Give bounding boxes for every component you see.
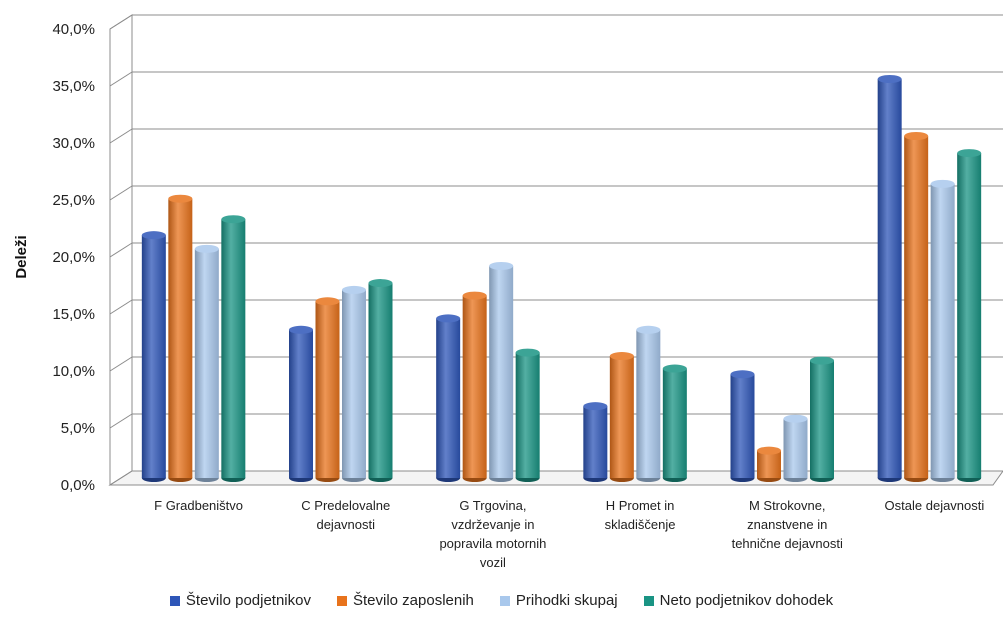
bar	[930, 179, 955, 482]
bar	[757, 446, 781, 482]
gridline-diag	[109, 299, 133, 315]
y-tick-label: 25,0%	[52, 192, 95, 209]
legend-item: Neto podjetnikov dohodek	[643, 592, 834, 609]
y-tick-label: 5,0%	[61, 420, 95, 437]
y-tick-label: 40,0%	[52, 21, 95, 38]
gridline-diag	[109, 128, 133, 144]
bar	[904, 132, 929, 482]
bar	[462, 291, 487, 482]
legend-label: Prihodki skupaj	[515, 592, 618, 609]
bar	[194, 244, 219, 482]
x-tick-labels: F Gradbeništvo C Predelovalne dejavnosti G …	[154, 498, 984, 570]
bar	[436, 314, 461, 482]
legend-item: Prihodki skupaj	[499, 592, 618, 609]
x-tick-label: H Promet in skladiščenje	[605, 498, 676, 532]
bar	[289, 325, 313, 482]
bar	[315, 297, 340, 482]
bar	[221, 215, 246, 482]
bar	[489, 261, 514, 482]
x-tick-label: Ostale dejavnosti	[885, 498, 985, 513]
bar	[515, 348, 540, 482]
gridline-diag	[109, 356, 133, 372]
bars	[141, 75, 982, 482]
gridline-diag	[109, 413, 133, 429]
x-tick-label: M Strokovne, znanstvene in tehnične dejavn…	[732, 498, 843, 551]
bar	[141, 231, 166, 482]
bar	[168, 194, 193, 482]
gridlines	[109, 14, 1003, 486]
legend-item: Število podjetnikov	[169, 592, 311, 609]
gridline-diag	[109, 470, 133, 486]
x-tick-label: F Gradbeništvo	[154, 498, 243, 513]
gridline-diag	[109, 185, 133, 201]
x-tick-label: C Predelovalne dejavnosti	[301, 498, 390, 532]
y-tick-label: 10,0%	[52, 363, 95, 380]
legend-label: Neto podjetnikov dohodek	[659, 592, 834, 609]
legend-item: Število zaposlenih	[336, 592, 474, 609]
bar	[342, 285, 366, 482]
y-tick-label: 30,0%	[52, 135, 95, 152]
bar	[583, 402, 608, 482]
bar	[877, 75, 902, 482]
y-tick-label: 20,0%	[52, 249, 95, 266]
bar	[368, 279, 393, 482]
y-tick-label: 35,0%	[52, 78, 95, 95]
legend-label: Število podjetnikov	[185, 592, 311, 609]
y-tick-label: 15,0%	[52, 306, 95, 323]
legend: Število podjetnikov Število zaposlenih Pri…	[0, 592, 1003, 609]
bar	[730, 370, 755, 482]
bar	[636, 325, 661, 482]
gridline-diag	[109, 14, 133, 30]
gridline-diag	[109, 242, 133, 258]
y-axis-title: Deleži	[13, 235, 30, 278]
y-tick-label: 0,0%	[61, 477, 95, 494]
bar	[662, 364, 687, 482]
x-tick-label: G Trgovina, vzdrževanje in popravila motor…	[439, 498, 546, 570]
bar	[957, 149, 982, 482]
gridline-diag	[109, 71, 133, 87]
bar	[609, 352, 634, 482]
legend-swatch	[169, 595, 180, 606]
legend-swatch	[499, 595, 510, 606]
bar	[783, 414, 808, 482]
bar	[810, 356, 834, 482]
legend-swatch	[643, 595, 654, 606]
legend-swatch	[336, 595, 347, 606]
legend-label: Število zaposlenih	[352, 592, 474, 609]
y-tick-labels: 0,0% 5,0% 10,0% 15,0% 20,0% 25,0% 30,0% 35,0% 40…	[52, 21, 95, 494]
